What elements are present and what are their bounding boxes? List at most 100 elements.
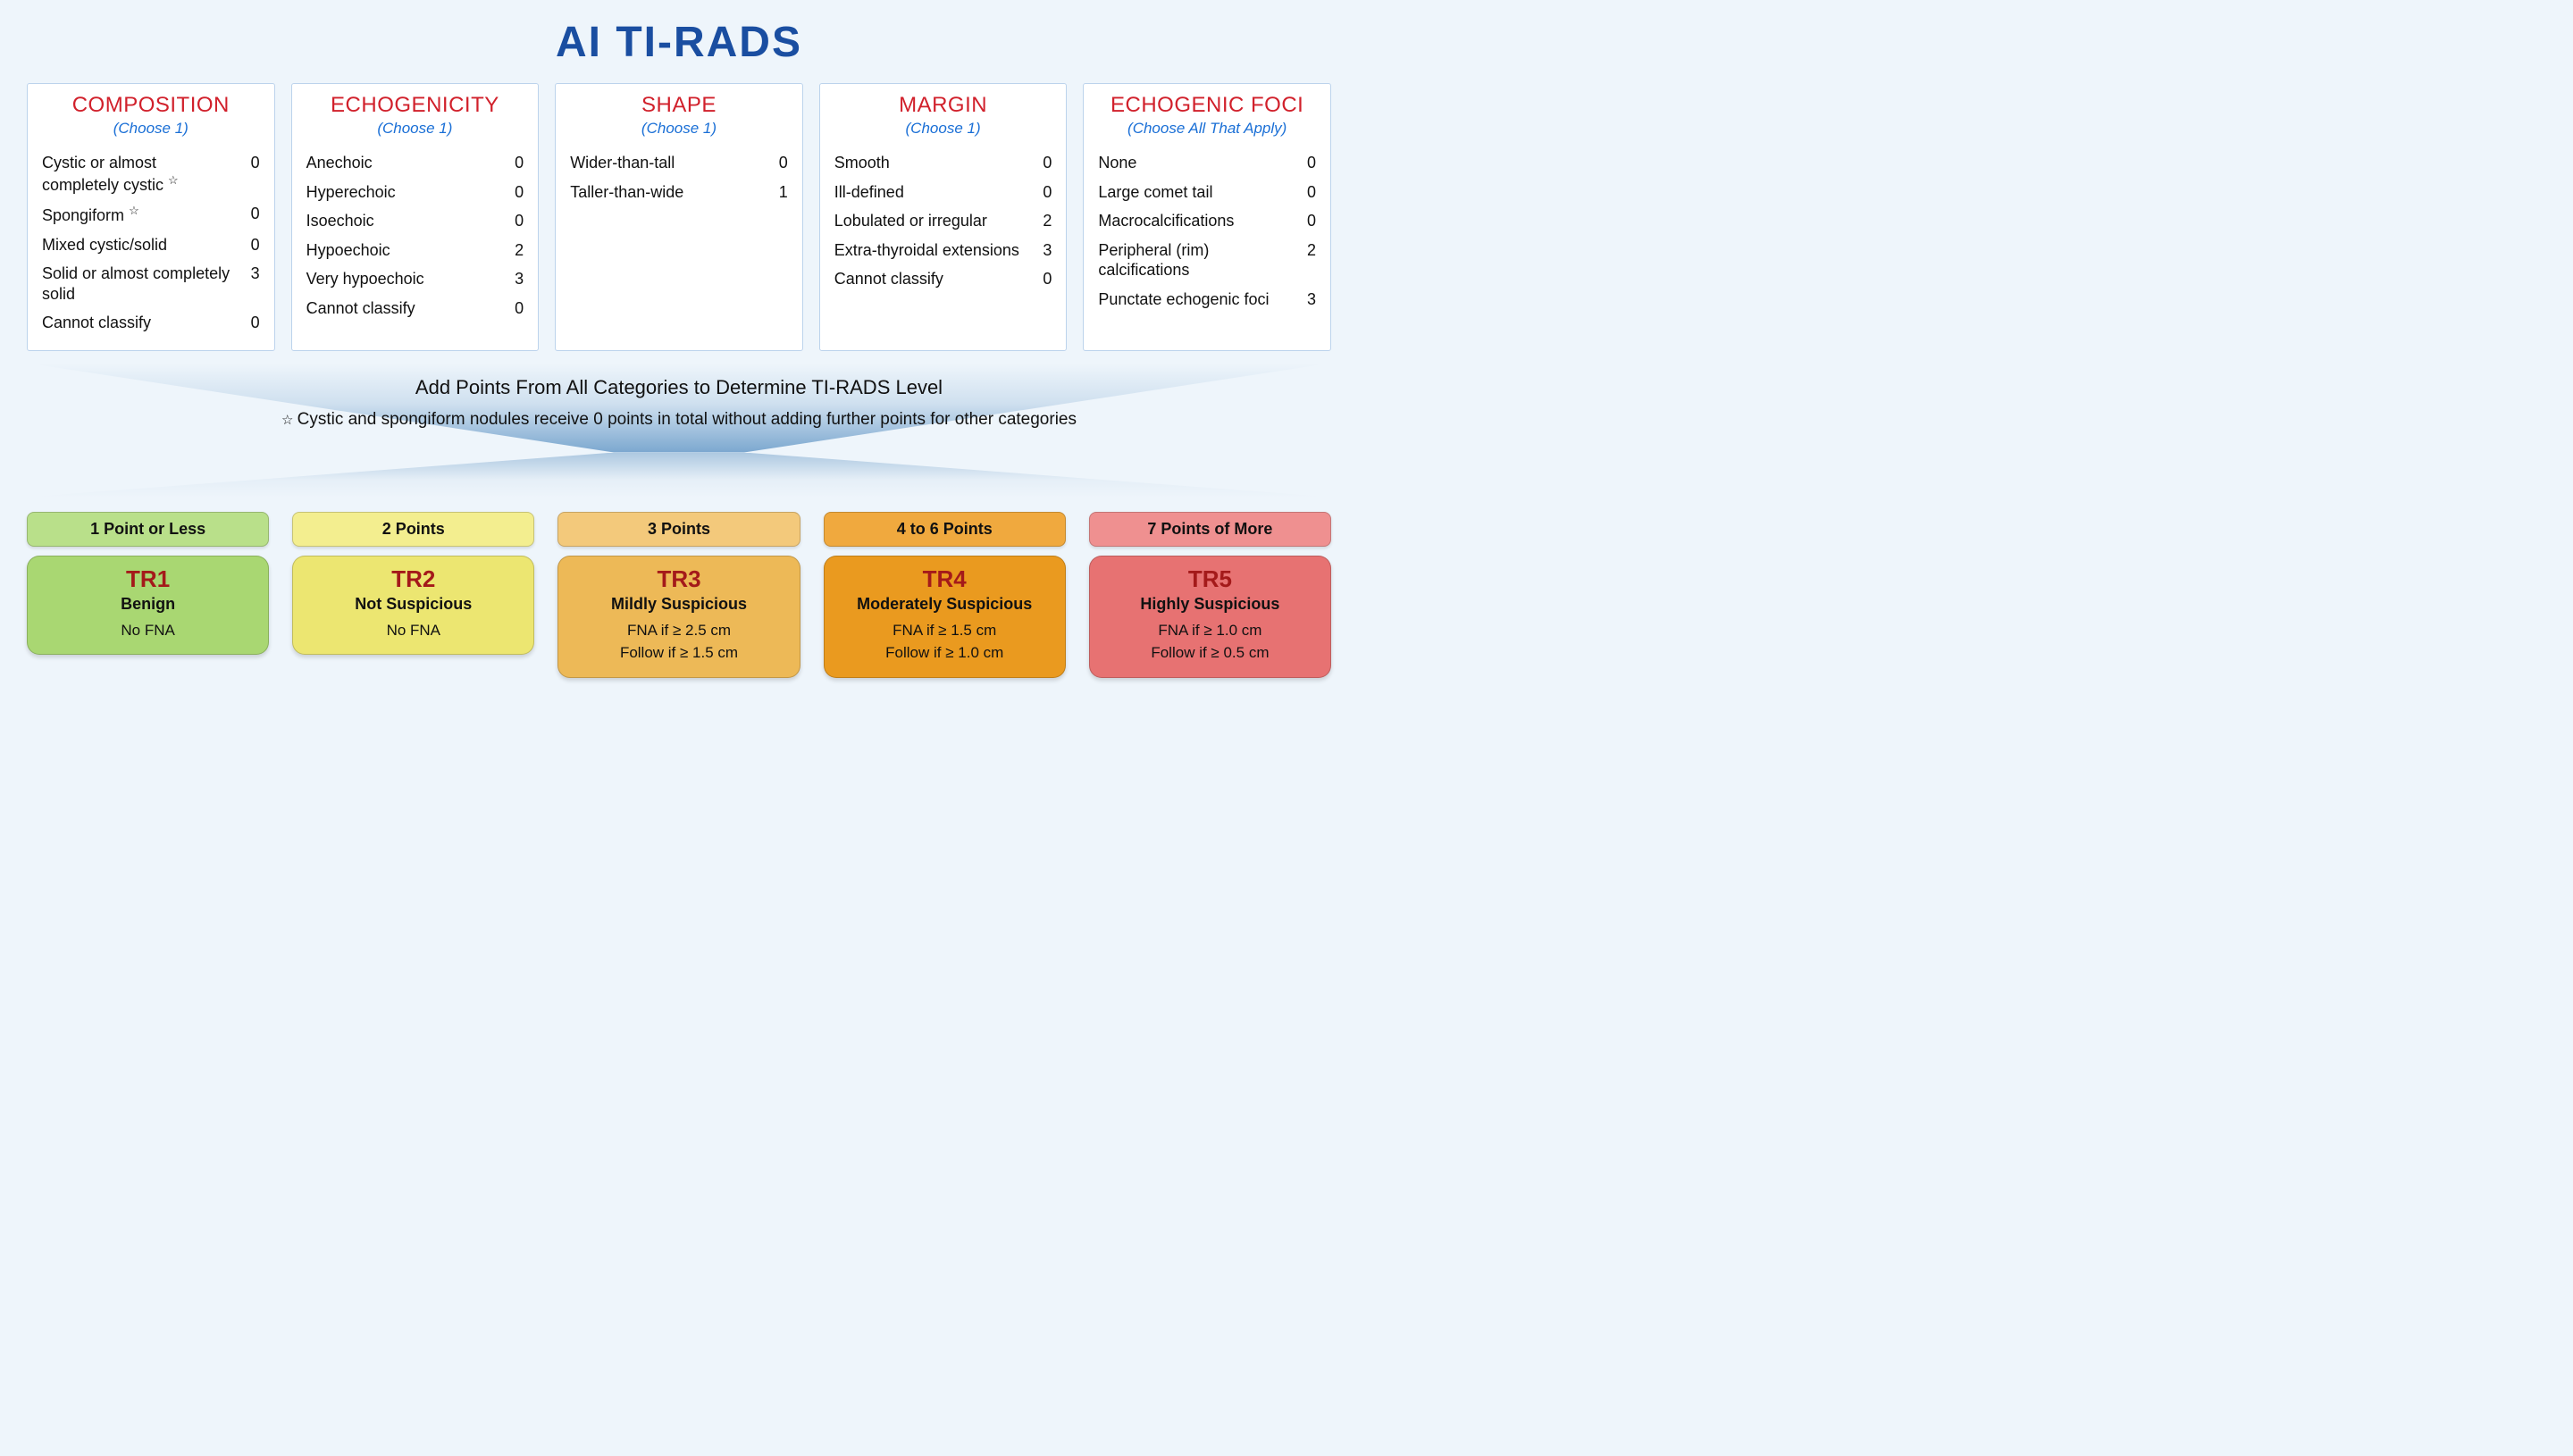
category-item: Extra-thyroidal extensions 3	[834, 236, 1052, 265]
item-points: 3	[244, 264, 260, 284]
item-label: Wider-than-tall	[570, 153, 772, 173]
item-label: Cannot classify	[42, 313, 244, 333]
category-item: Very hypoechoic 3	[306, 264, 524, 294]
category-card: COMPOSITION(Choose 1)Cystic or almost co…	[27, 83, 275, 351]
item-points: 0	[507, 153, 524, 173]
points-pill: 1 Point or Less	[27, 512, 269, 547]
star-icon: ☆	[129, 204, 139, 217]
tr-recommendation: Follow if ≥ 1.5 cm	[567, 641, 790, 665]
tirads-levels-row: 1 Point or Less TR1 Benign No FNA 2 Points TR…	[27, 512, 1331, 678]
level-card: TR4 Moderately Suspicious FNA if ≥ 1.5 cmF…	[824, 556, 1066, 678]
tirads-level: 2 PointsTR2Not SuspiciousNo FNA	[292, 512, 534, 678]
page-title: AI TI-RADS	[27, 18, 1331, 67]
category-item: Solid or almost completely solid 3	[42, 259, 260, 308]
category-card: ECHOGENICITY(Choose 1)Anechoic 0Hyperech…	[291, 83, 540, 351]
item-label: Cannot classify	[834, 269, 1036, 289]
category-item: None 0	[1098, 148, 1316, 178]
category-item: Punctate echogenic foci 3	[1098, 285, 1316, 314]
tr-recommendation: No FNA	[37, 619, 259, 642]
tr-code: TR5	[1099, 565, 1321, 593]
tr-recommendation: Follow if ≥ 0.5 cm	[1099, 641, 1321, 665]
tr-recommendation: No FNA	[302, 619, 524, 642]
item-label: Cystic or almost completely cystic ☆	[42, 153, 244, 195]
category-subtitle: (Choose 1)	[834, 120, 1052, 138]
funnel-bottom-shape	[27, 453, 1331, 498]
level-card: TR3 Mildly Suspicious FNA if ≥ 2.5 cmFollo…	[557, 556, 800, 678]
category-item: Ill-defined 0	[834, 178, 1052, 207]
funnel-section: Add Points From All Categories to Determ…	[27, 364, 1331, 506]
category-item: Peripheral (rim) calcifications 2	[1098, 236, 1316, 285]
item-label: Solid or almost completely solid	[42, 264, 244, 304]
item-points: 0	[244, 235, 260, 255]
category-card: ECHOGENIC FOCI(Choose All That Apply)Non…	[1083, 83, 1331, 351]
item-label: Spongiform ☆	[42, 204, 244, 226]
item-label: Lobulated or irregular	[834, 211, 1036, 231]
item-points: 2	[1035, 211, 1052, 231]
category-item: Cannot classify 0	[834, 264, 1052, 294]
tr-recommendation: Follow if ≥ 1.0 cm	[834, 641, 1056, 665]
category-item: Cannot classify 0	[42, 308, 260, 338]
item-label: Cannot classify	[306, 298, 508, 319]
item-points: 0	[1300, 182, 1316, 203]
points-pill: 3 Points	[557, 512, 800, 547]
category-item: Large comet tail 0	[1098, 178, 1316, 207]
item-points: 0	[1300, 211, 1316, 231]
star-icon: ☆	[168, 173, 179, 187]
category-subtitle: (Choose 1)	[570, 120, 788, 138]
category-item: Wider-than-tall 0	[570, 148, 788, 178]
item-points: 0	[507, 182, 524, 203]
item-points: 0	[507, 211, 524, 231]
category-title: MARGIN	[834, 93, 1052, 118]
tr-recommendation: FNA if ≥ 2.5 cm	[567, 619, 790, 642]
category-cards-row: COMPOSITION(Choose 1)Cystic or almost co…	[27, 83, 1331, 351]
points-pill: 2 Points	[292, 512, 534, 547]
category-item: Lobulated or irregular 2	[834, 206, 1052, 236]
item-label: Taller-than-wide	[570, 182, 772, 203]
tr-label: Benign	[37, 595, 259, 614]
category-item: Hyperechoic 0	[306, 178, 524, 207]
tr-label: Moderately Suspicious	[834, 595, 1056, 614]
category-title: SHAPE	[570, 93, 788, 118]
tr-label: Highly Suspicious	[1099, 595, 1321, 614]
item-points: 2	[1300, 240, 1316, 261]
tr-label: Not Suspicious	[302, 595, 524, 614]
category-title: ECHOGENICITY	[306, 93, 524, 118]
item-points: 0	[1035, 153, 1052, 173]
item-points: 0	[772, 153, 788, 173]
category-card: MARGIN(Choose 1)Smooth 0Ill-defined 0Lob…	[819, 83, 1068, 351]
item-points: 0	[244, 153, 260, 173]
item-points: 0	[244, 204, 260, 224]
item-label: None	[1098, 153, 1300, 173]
category-subtitle: (Choose 1)	[306, 120, 524, 138]
tirads-level: 7 Points of MoreTR5Highly SuspiciousFNA …	[1089, 512, 1331, 678]
star-icon: ☆	[281, 413, 298, 428]
item-label: Ill-defined	[834, 182, 1036, 203]
category-item: Spongiform ☆0	[42, 199, 260, 230]
item-label: Peripheral (rim) calcifications	[1098, 240, 1300, 280]
tr-code: TR4	[834, 565, 1056, 593]
level-card: TR5Highly SuspiciousFNA if ≥ 1.0 cmFollo…	[1089, 556, 1331, 678]
tirads-level: 3 Points TR3 Mildly Suspicious FNA if ≥ 2.5…	[557, 512, 800, 678]
item-label: Large comet tail	[1098, 182, 1300, 203]
item-points: 2	[507, 240, 524, 261]
item-label: Anechoic	[306, 153, 508, 173]
category-item: Macrocalcifications 0	[1098, 206, 1316, 236]
points-pill: 4 to 6 Points	[824, 512, 1066, 547]
category-subtitle: (Choose All That Apply)	[1098, 120, 1316, 138]
category-item: Anechoic 0	[306, 148, 524, 178]
funnel-note: ☆ Cystic and spongiform nodules receive …	[27, 410, 1331, 430]
category-item: Cannot classify 0	[306, 294, 524, 323]
item-points: 3	[1035, 240, 1052, 261]
level-card: TR1 Benign No FNA	[27, 556, 269, 656]
category-item: Cystic or almost completely cystic ☆0	[42, 148, 260, 199]
tr-code: TR1	[37, 565, 259, 593]
item-points: 3	[1300, 289, 1316, 310]
item-label: Very hypoechoic	[306, 269, 508, 289]
item-label: Mixed cystic/solid	[42, 235, 244, 255]
tr-label: Mildly Suspicious	[567, 595, 790, 614]
category-item: Taller-than-wide 1	[570, 178, 788, 207]
tirads-level: 4 to 6 Points TR4 Moderately Suspicious FNA…	[824, 512, 1066, 678]
tr-recommendation: FNA if ≥ 1.5 cm	[834, 619, 1056, 642]
level-card: TR2Not SuspiciousNo FNA	[292, 556, 534, 656]
tr-code: TR3	[567, 565, 790, 593]
